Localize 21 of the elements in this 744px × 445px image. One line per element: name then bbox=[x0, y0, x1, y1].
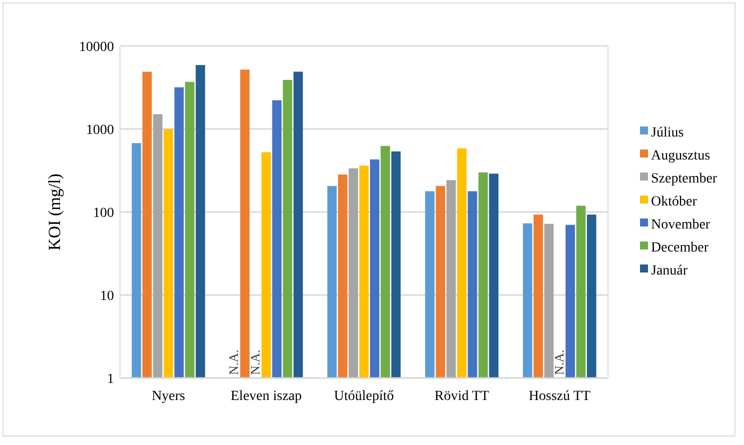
annotation: N.A. bbox=[248, 350, 263, 375]
y-tick-label: 10000 bbox=[79, 40, 114, 55]
x-tick-label: Utóülepítő bbox=[334, 389, 394, 404]
y-tick-label: 100 bbox=[93, 206, 114, 221]
legend-label: November bbox=[651, 217, 710, 232]
annotation: N.A. bbox=[226, 350, 242, 375]
x-tick-label: Hosszú TT bbox=[528, 389, 591, 404]
legend-label: Január bbox=[651, 263, 688, 278]
legend-label: Augusztus bbox=[651, 148, 710, 164]
x-tick-label: Nyers bbox=[152, 389, 186, 404]
y-axis-title: KOI (mg/l) bbox=[45, 174, 64, 250]
y-tick-label: 1 bbox=[107, 372, 114, 387]
x-tick-label: Eleven iszap bbox=[230, 389, 302, 404]
y-tick-label: 10 bbox=[100, 288, 114, 304]
legend-label: Október bbox=[651, 194, 698, 210]
legend-label: Július bbox=[651, 125, 684, 140]
annotation: N.A. bbox=[552, 350, 567, 375]
legend-label: Szeptember bbox=[651, 171, 718, 186]
x-tick-label: Rövid TT bbox=[434, 389, 490, 404]
legend-label: December bbox=[651, 240, 709, 256]
y-tick-label: 1000 bbox=[86, 122, 114, 138]
